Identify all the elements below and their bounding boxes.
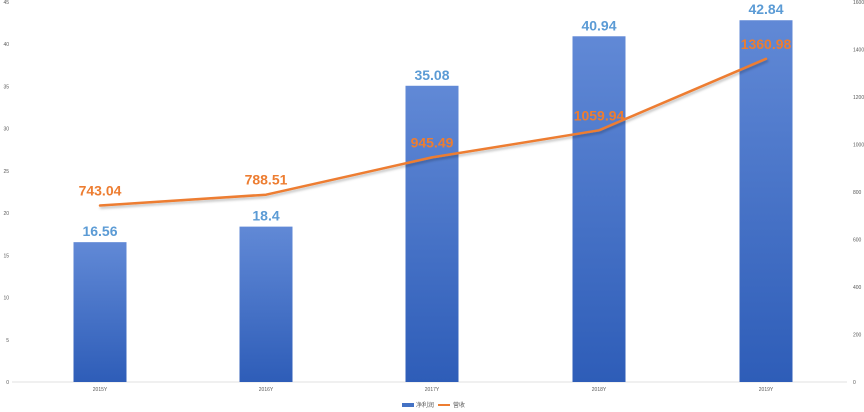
right-axis-tick: 1200: [853, 95, 864, 101]
left-axis-tick: 0: [6, 380, 9, 386]
bar-data-label: 35.08: [414, 67, 449, 83]
right-axis-tick: 200: [853, 333, 862, 339]
bar-data-label: 18.4: [252, 208, 279, 224]
left-axis-tick: 45: [3, 0, 9, 6]
line-data-label: 743.04: [79, 183, 122, 199]
left-axis-tick: 5: [6, 338, 9, 344]
line-data-labels: 743.04 788.51 945.49 1059.94 1360.98: [79, 36, 792, 199]
bar-2015Y: [73, 242, 127, 382]
bar-data-label: 16.56: [82, 223, 117, 239]
right-axis-tick: 800: [853, 190, 862, 196]
x-axis-tick: 2018Y: [592, 387, 607, 393]
x-axis-ticks: 2015Y 2016Y 2017Y 2018Y 2019Y: [93, 387, 774, 393]
left-axis-ticks: 0 5 10 15 20 25 30 35 40 45: [3, 0, 9, 386]
bar-data-label: 42.84: [748, 1, 783, 17]
left-axis-tick: 25: [3, 169, 9, 175]
right-axis-tick: 1000: [853, 143, 864, 149]
line-series: [98, 57, 768, 207]
legend-label-bar: 净利润: [416, 401, 434, 409]
left-axis-tick: 35: [3, 84, 9, 90]
left-axis-tick: 40: [3, 42, 9, 48]
left-axis-tick: 15: [3, 253, 9, 259]
line-data-label: 945.49: [411, 134, 454, 150]
right-axis-tick: 0: [853, 380, 856, 386]
left-axis-tick: 30: [3, 127, 9, 133]
legend: 净利润 营收: [402, 401, 465, 409]
line-revenue: [98, 57, 768, 207]
right-axis-tick: 600: [853, 238, 862, 244]
left-axis-tick: 10: [3, 296, 9, 302]
left-axis-tick: 20: [3, 211, 9, 217]
x-axis-tick: 2015Y: [93, 387, 108, 393]
bar-2018Y: [572, 36, 626, 382]
line-data-label: 1360.98: [741, 36, 792, 52]
bar-data-labels: 16.56 18.4 35.08 40.94 42.84: [82, 1, 783, 239]
bar-series: [73, 20, 793, 383]
line-data-label: 1059.94: [574, 107, 625, 123]
right-axis-tick: 1600: [853, 0, 864, 6]
bar-2019Y: [739, 20, 793, 383]
line-data-label: 788.51: [245, 172, 288, 188]
bar-2017Y: [405, 85, 459, 382]
right-axis-tick: 1400: [853, 48, 864, 54]
right-axis-ticks: 0 200 400 600 800 1000 1200 1400 1600: [853, 0, 864, 386]
x-axis-tick: 2016Y: [259, 387, 274, 393]
x-axis-tick: 2019Y: [759, 387, 774, 393]
legend-label-line: 营收: [453, 401, 465, 409]
legend-swatch-line: [438, 404, 450, 406]
bar-2016Y: [239, 226, 293, 382]
x-axis-tick: 2017Y: [425, 387, 440, 393]
right-axis-tick: 400: [853, 285, 862, 291]
bar-data-label: 40.94: [581, 17, 616, 33]
legend-swatch-bar: [402, 403, 414, 407]
